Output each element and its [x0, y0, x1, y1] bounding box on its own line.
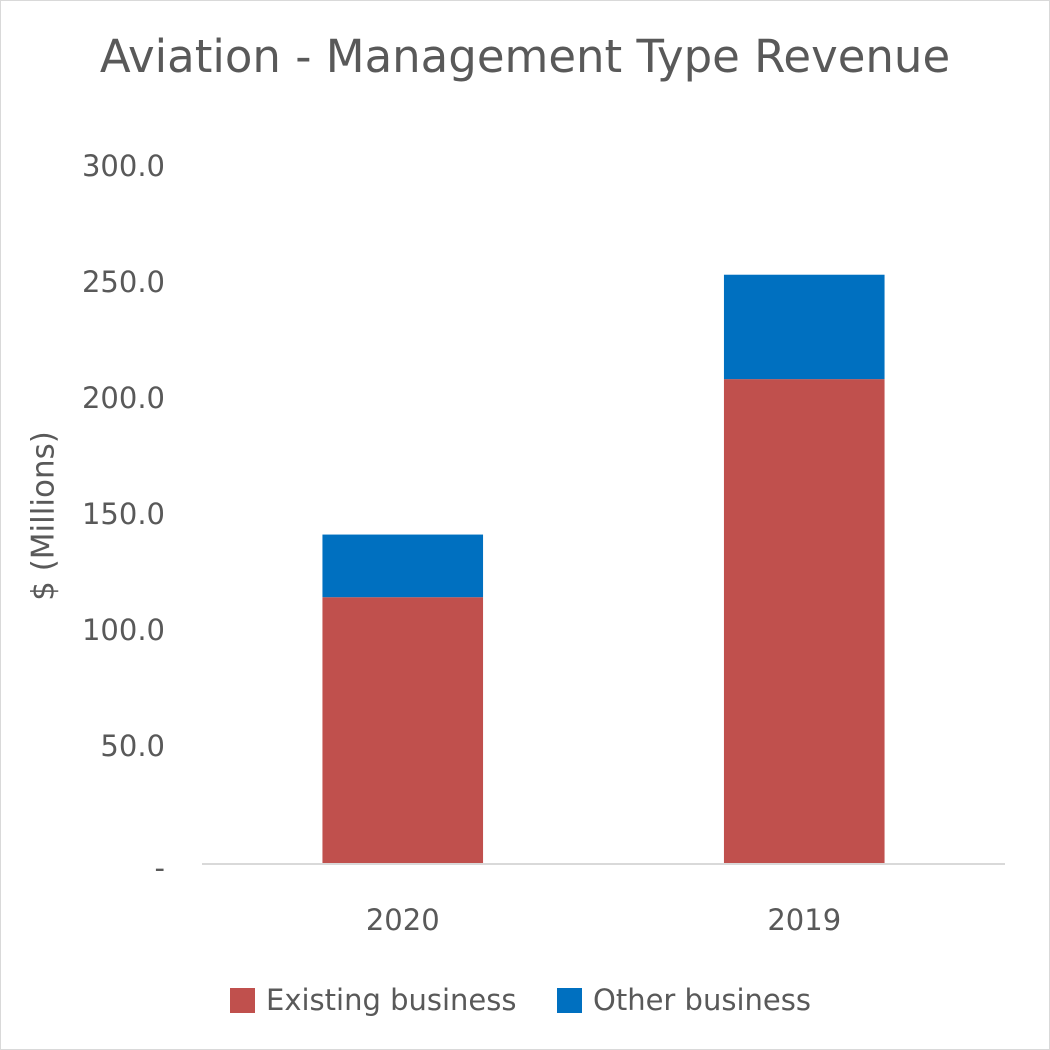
y-tick-label: 250.0 [82, 265, 165, 299]
y-axis-label: $ (Millions) [26, 431, 62, 601]
legend-swatch [230, 988, 255, 1013]
legend-swatch [557, 988, 582, 1013]
chart-title: Aviation - Management Type Revenue [100, 30, 950, 83]
bar-segment [723, 379, 885, 864]
y-tick-label: - [155, 851, 165, 885]
y-tick-label: 300.0 [82, 149, 165, 183]
x-tick-label: 2019 [767, 903, 841, 937]
x-tick-label: 2020 [366, 903, 440, 937]
y-tick-label: 200.0 [82, 381, 165, 415]
bar-segment [322, 534, 484, 598]
y-tick-label: 100.0 [82, 613, 165, 647]
legend-label: Existing business [266, 983, 516, 1017]
y-tick-label: 150.0 [82, 497, 165, 531]
y-tick-label: 50.0 [100, 729, 165, 763]
bar-segment [723, 274, 885, 380]
legend-label: Other business [593, 983, 811, 1017]
bar-segment [322, 597, 484, 864]
